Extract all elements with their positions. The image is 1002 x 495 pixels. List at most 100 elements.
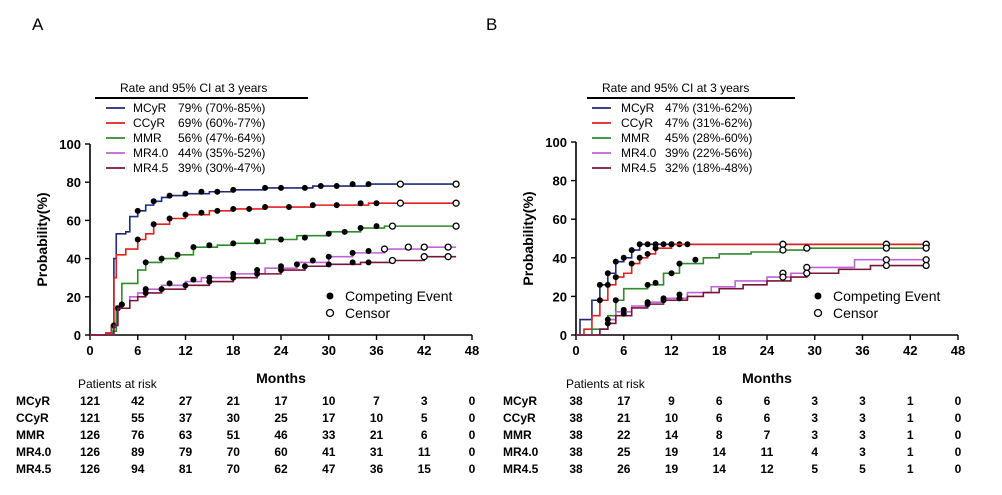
censor-point (388, 222, 397, 230)
censor-point (779, 273, 787, 281)
competing-event-point (596, 297, 603, 304)
competing-event-point (373, 200, 380, 207)
competing-event-point (293, 261, 300, 268)
at-risk-value: 17 (617, 394, 631, 408)
competing-event-point (142, 259, 149, 266)
at-risk-value: 19 (665, 462, 679, 476)
competing-event-point (190, 244, 197, 251)
competing-event-legend-marker (326, 292, 334, 300)
at-risk-value: 11 (418, 445, 431, 459)
at-risk-header: Patients at risk (78, 377, 158, 391)
competing-event-point (652, 245, 659, 252)
competing-event-point (285, 204, 292, 211)
x-tick-label: 42 (417, 343, 431, 358)
at-risk-value: 81 (179, 462, 193, 476)
legend-ci-mr45: 32% (18%-48%) (665, 161, 752, 175)
at-risk-value: 121 (80, 394, 100, 408)
series-line-mmr (90, 225, 457, 336)
series-line-mr45 (90, 255, 457, 336)
y-tick-label: 20 (67, 290, 81, 305)
legend-ci-ccyr: 69% (60%-77%) (178, 116, 265, 130)
legend-ci-mr45: 39% (30%-47%) (178, 161, 265, 175)
legend-ci-ccyr: 47% (31%-62%) (665, 116, 752, 130)
competing-event-point (325, 253, 332, 260)
competing-event-point (158, 286, 165, 293)
legend-name-mr45: MR4.5 (621, 161, 657, 175)
competing-event-point (150, 198, 157, 205)
censor-point (882, 261, 891, 270)
competing-event-point (668, 270, 675, 277)
competing-event-point (230, 274, 237, 281)
censor-point (779, 240, 787, 248)
legend-name-mcyr: MCyR (621, 101, 655, 115)
competing-event-point (301, 234, 308, 241)
competing-event-point (636, 241, 643, 248)
competing-event-point (341, 228, 348, 235)
x-tick-label: 36 (855, 343, 869, 358)
y-tick-label: 60 (553, 212, 567, 227)
competing-event-point (134, 207, 141, 214)
at-risk-value: 62 (274, 462, 288, 476)
legend-ci-mmr: 45% (28%-60%) (665, 131, 752, 145)
at-risk-value: 3 (859, 411, 866, 425)
competing-event-point (644, 301, 651, 308)
at-risk-value: 3 (811, 394, 818, 408)
at-risk-row-label: CCyR (16, 411, 49, 425)
y-tick-label: 80 (553, 174, 567, 189)
censor-point (404, 243, 412, 251)
at-risk-value: 12 (760, 462, 774, 476)
legend-name-ccyr: CCyR (133, 116, 165, 130)
censor-point (882, 256, 891, 264)
at-risk-value: 126 (80, 445, 100, 459)
y-tick-label: 0 (74, 328, 81, 343)
at-risk-value: 38 (569, 462, 583, 476)
at-risk-value: 6 (764, 411, 771, 425)
y-tick-label: 40 (67, 252, 81, 267)
x-tick-label: 36 (369, 343, 383, 358)
censor-point (420, 253, 428, 261)
at-risk-value: 0 (469, 462, 476, 476)
at-risk-value: 10 (370, 411, 384, 425)
series-line-mr40 (576, 258, 927, 336)
competing-event-point (254, 238, 261, 245)
competing-event-point (620, 310, 627, 317)
competing-event-point (166, 192, 173, 199)
competing-event-point (676, 260, 683, 267)
at-risk-row-label: MR4.5 (503, 462, 539, 476)
competing-event-legend-marker (814, 292, 822, 300)
x-tick-label: 48 (951, 343, 965, 358)
at-risk-value: 38 (569, 394, 583, 408)
at-risk-value: 38 (569, 445, 583, 459)
series-line-ccyr (576, 243, 927, 336)
competing-event-point (660, 241, 667, 248)
competing-event-point (182, 190, 189, 197)
x-tick-label: 24 (274, 343, 289, 358)
competing-event-point (349, 249, 356, 256)
at-risk-value: 0 (469, 394, 476, 408)
legend-name-mcyr: MCyR (133, 101, 167, 115)
competing-event-point (309, 257, 316, 264)
at-risk-value: 79 (179, 445, 193, 459)
competing-event-point (262, 204, 269, 211)
competing-event-point (357, 225, 364, 232)
competing-event-point (206, 242, 213, 249)
at-risk-value: 0 (955, 394, 962, 408)
at-risk-value: 55 (131, 411, 145, 425)
at-risk-row-label: MMR (503, 428, 532, 442)
competing-event-point (166, 215, 173, 222)
at-risk-value: 19 (665, 445, 679, 459)
at-risk-value: 3 (421, 394, 428, 408)
censor-point (922, 261, 930, 270)
at-risk-row-label: MR4.5 (16, 462, 52, 476)
censor-point (452, 222, 460, 230)
legend-ci-mr40: 44% (35%-52%) (178, 146, 265, 160)
legend-name-mmr: MMR (133, 131, 162, 145)
at-risk-value: 63 (179, 428, 193, 442)
competing-event-point (620, 254, 627, 261)
at-risk-value: 15 (418, 462, 432, 476)
competing-event-point (278, 184, 284, 191)
at-risk-value: 1 (907, 394, 914, 408)
censor-point (882, 244, 891, 252)
at-risk-value: 89 (131, 445, 145, 459)
